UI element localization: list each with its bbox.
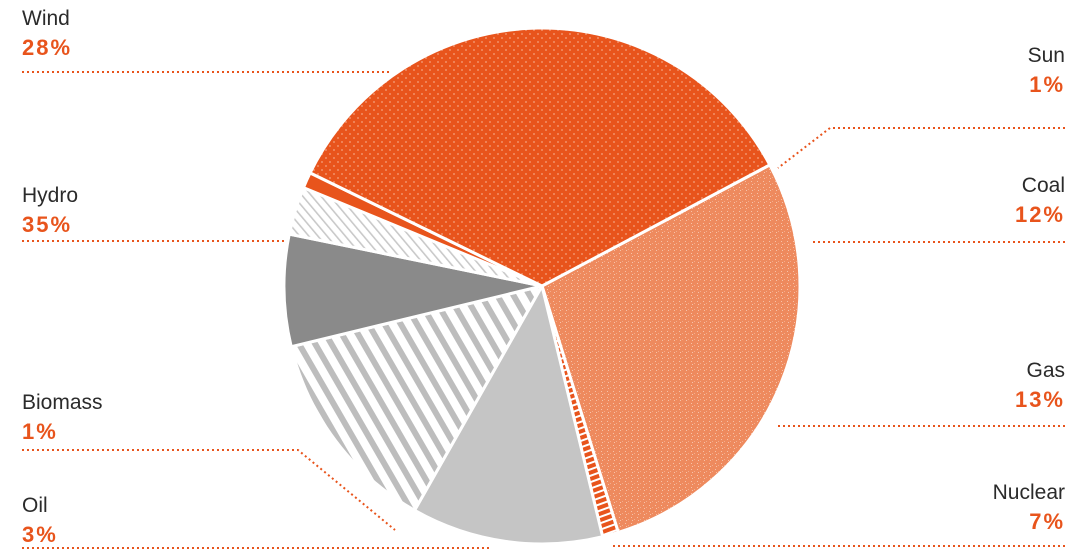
label-oil-name: Oil [22,494,48,517]
label-hydro: Hydro 35% [22,185,78,236]
label-coal-value: 12% [1014,202,1065,227]
pie-slice-wind [540,162,802,535]
label-nuclear: Nuclear 7% [993,482,1065,533]
label-nuclear-value: 7% [1029,509,1065,534]
pie-slice-nuclear [282,232,543,349]
label-sun-value: 1% [1029,72,1065,97]
label-oil-value: 3% [22,522,58,547]
label-hydro-value: 35% [22,212,73,237]
leader-line-biomass [22,449,396,531]
pie-slice-coal [412,281,605,546]
label-nuclear-name: Nuclear [992,481,1065,504]
label-coal-name: Coal [1021,174,1065,197]
label-gas-value: 13% [1014,387,1065,412]
label-sun-name: Sun [1027,44,1065,67]
leader-line-sun [777,127,1065,169]
label-hydro-name: Hydro [22,184,79,207]
label-coal: Coal 12% [1015,175,1065,226]
label-wind-value: 28% [22,35,73,60]
label-gas: Gas 13% [1015,360,1065,411]
label-gas-name: Gas [1026,359,1065,382]
label-wind-name: Wind [22,7,70,30]
label-wind: Wind 28% [22,8,72,59]
label-biomass: Biomass 1% [22,392,103,443]
pie-slice-gas [289,283,546,513]
label-sun: Sun 1% [1028,45,1065,96]
label-biomass-name: Biomass [22,391,103,414]
label-oil: Oil 3% [22,495,58,546]
pie-slice-hydro [308,26,772,288]
label-biomass-value: 1% [22,419,58,444]
